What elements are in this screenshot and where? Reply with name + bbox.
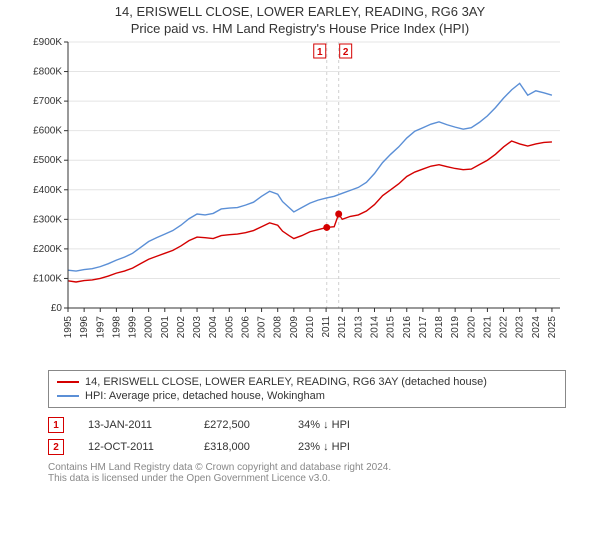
svg-text:2000: 2000 <box>144 316 155 339</box>
svg-text:£900K: £900K <box>33 37 62 48</box>
svg-text:1997: 1997 <box>95 316 106 339</box>
svg-text:2018: 2018 <box>434 316 445 339</box>
svg-text:2001: 2001 <box>160 316 171 339</box>
event-price-1: £272,500 <box>204 419 274 431</box>
svg-text:£200K: £200K <box>33 244 62 255</box>
legend-item-property: 14, ERISWELL CLOSE, LOWER EARLEY, READIN… <box>57 375 557 389</box>
svg-text:2005: 2005 <box>224 316 235 339</box>
chart-title-block: 14, ERISWELL CLOSE, LOWER EARLEY, READIN… <box>0 0 600 36</box>
svg-text:2011: 2011 <box>321 316 332 338</box>
footer-line-2: This data is licensed under the Open Gov… <box>48 473 566 484</box>
event-marker-1: 1 <box>48 417 64 433</box>
svg-text:2012: 2012 <box>337 316 348 339</box>
title-line-1: 14, ERISWELL CLOSE, LOWER EARLEY, READIN… <box>0 4 600 19</box>
event-diff-2: 23% ↓ HPI <box>298 441 388 453</box>
svg-text:2009: 2009 <box>289 316 300 339</box>
legend-label-hpi: HPI: Average price, detached house, Woki… <box>85 390 325 402</box>
events-table: 1 13-JAN-2011 £272,500 34% ↓ HPI 2 12-OC… <box>48 414 566 458</box>
event-row-2: 2 12-OCT-2011 £318,000 23% ↓ HPI <box>48 436 566 458</box>
svg-text:2007: 2007 <box>257 316 268 339</box>
svg-text:2022: 2022 <box>499 316 510 339</box>
svg-text:2020: 2020 <box>466 316 477 339</box>
price-vs-hpi-chart: 1 2 £0 £100K £200K £300K £400K £500K £600K £700K £… <box>20 36 580 366</box>
svg-text:2013: 2013 <box>353 316 364 339</box>
event-diff-1: 34% ↓ HPI <box>298 419 388 431</box>
svg-text:2014: 2014 <box>369 316 380 339</box>
svg-text:£700K: £700K <box>33 96 62 107</box>
svg-text:2024: 2024 <box>531 316 542 339</box>
event-row-1: 1 13-JAN-2011 £272,500 34% ↓ HPI <box>48 414 566 436</box>
svg-text:2002: 2002 <box>176 316 187 339</box>
svg-text:1998: 1998 <box>111 316 122 339</box>
svg-text:2017: 2017 <box>418 316 429 339</box>
footer-line-1: Contains HM Land Registry data © Crown c… <box>48 462 566 473</box>
svg-text:£0: £0 <box>51 303 63 314</box>
svg-text:1999: 1999 <box>128 316 139 339</box>
legend: 14, ERISWELL CLOSE, LOWER EARLEY, READIN… <box>48 370 566 408</box>
svg-text:2: 2 <box>343 47 349 58</box>
legend-swatch-property <box>57 381 79 383</box>
svg-text:£800K: £800K <box>33 67 62 78</box>
title-line-2: Price paid vs. HM Land Registry's House … <box>0 21 600 36</box>
svg-text:2006: 2006 <box>240 316 251 339</box>
svg-text:1996: 1996 <box>79 316 90 339</box>
svg-text:2016: 2016 <box>402 316 413 339</box>
legend-swatch-hpi <box>57 395 79 397</box>
svg-text:2003: 2003 <box>192 316 203 339</box>
footer: Contains HM Land Registry data © Crown c… <box>48 462 566 484</box>
svg-text:£500K: £500K <box>33 155 62 166</box>
svg-text:£400K: £400K <box>33 185 62 196</box>
event-date-2: 12-OCT-2011 <box>88 441 180 453</box>
svg-text:2021: 2021 <box>482 316 493 339</box>
event-date-1: 13-JAN-2011 <box>88 419 180 431</box>
legend-item-hpi: HPI: Average price, detached house, Woki… <box>57 389 557 403</box>
event-marker-2: 2 <box>48 439 64 455</box>
svg-text:2008: 2008 <box>273 316 284 339</box>
svg-text:2025: 2025 <box>547 316 558 339</box>
svg-text:£100K: £100K <box>33 273 62 284</box>
svg-text:2019: 2019 <box>450 316 461 339</box>
event-price-2: £318,000 <box>204 441 274 453</box>
svg-text:2010: 2010 <box>305 316 316 339</box>
legend-label-property: 14, ERISWELL CLOSE, LOWER EARLEY, READIN… <box>85 376 487 388</box>
svg-text:2015: 2015 <box>386 316 397 339</box>
svg-text:2023: 2023 <box>515 316 526 339</box>
svg-text:£600K: £600K <box>33 126 62 137</box>
svg-text:2004: 2004 <box>208 316 219 339</box>
svg-text:1995: 1995 <box>63 316 74 339</box>
svg-text:£300K: £300K <box>33 214 62 225</box>
svg-text:1: 1 <box>317 47 323 58</box>
